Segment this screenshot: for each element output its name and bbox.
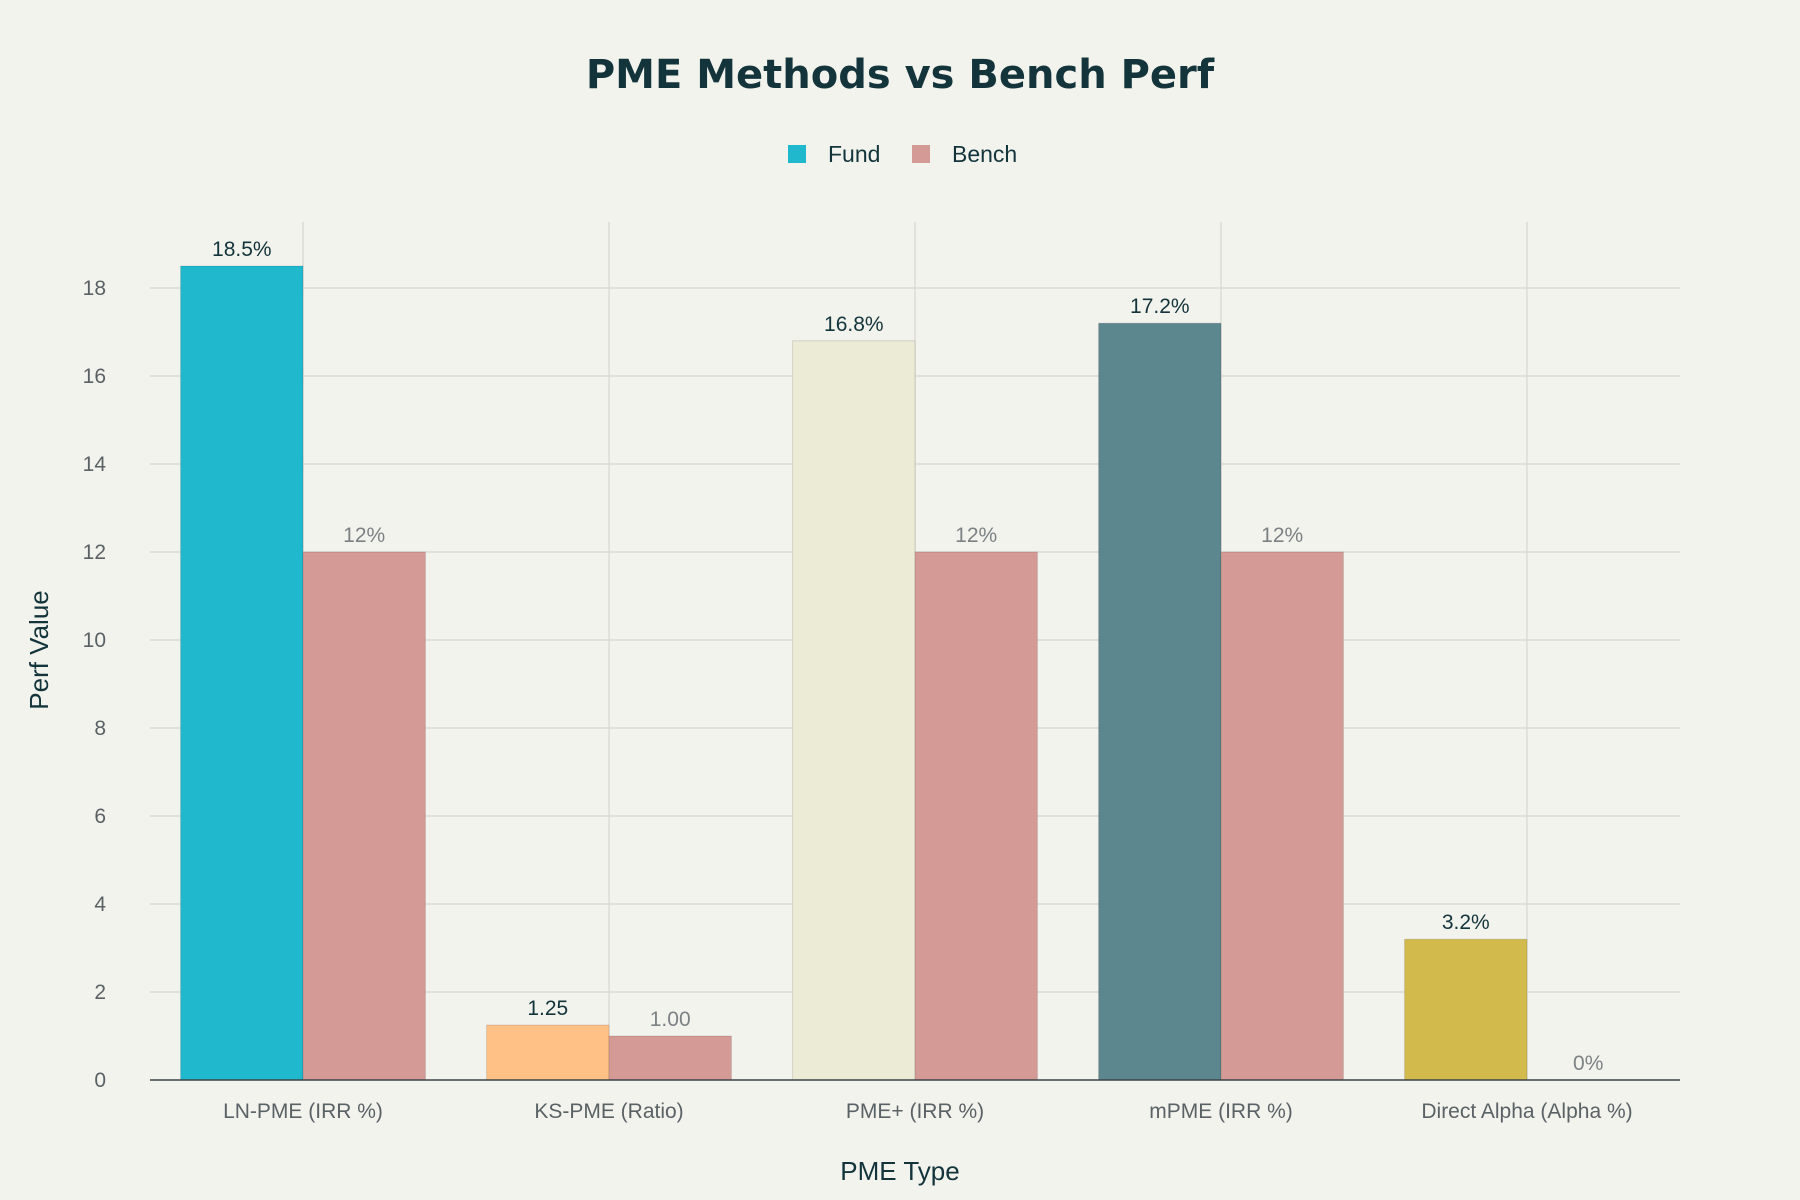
bars [180, 265, 1528, 1081]
bar-fund-3[interactable] [1098, 322, 1222, 1081]
y-tick-label: 2 [94, 981, 106, 1004]
x-tick-label: LN-PME (IRR %) [223, 1100, 383, 1123]
x-tick-label: PME+ (IRR %) [846, 1100, 984, 1123]
data-label: 3.2% [1442, 911, 1490, 934]
y-tick-label: 8 [94, 717, 106, 740]
y-tick-label: 12 [83, 541, 106, 564]
data-label: 12% [955, 524, 997, 547]
bar-fund-1[interactable] [486, 1024, 610, 1081]
bar-fund-2[interactable] [792, 340, 916, 1081]
legend-swatch-bench[interactable] [912, 145, 930, 163]
chart-title: PME Methods vs Bench Perf [586, 52, 1215, 98]
y-axis-title: Perf Value [24, 590, 54, 709]
legend-label-fund[interactable]: Fund [828, 141, 880, 167]
bar-fund-4[interactable] [1404, 938, 1528, 1081]
bar-bench-2[interactable] [914, 551, 1038, 1081]
data-label: 1.25 [527, 997, 568, 1020]
legend-swatch-fund[interactable] [788, 145, 806, 163]
data-label: 0% [1573, 1052, 1603, 1075]
y-tick-label: 18 [83, 277, 106, 300]
data-label: 17.2% [1130, 295, 1190, 318]
y-tick-label: 4 [94, 893, 106, 916]
x-axis-title: PME Type [840, 1156, 959, 1186]
x-tick-label: KS-PME (Ratio) [534, 1100, 683, 1123]
data-label: 12% [1261, 524, 1303, 547]
data-label: 12% [343, 524, 385, 547]
data-label: 18.5% [212, 238, 272, 261]
legend[interactable]: Fund Bench [788, 141, 1017, 167]
x-tick-label: mPME (IRR %) [1149, 1100, 1293, 1123]
y-tick-label: 14 [83, 453, 107, 476]
y-tick-label: 16 [83, 365, 106, 388]
y-tick-label: 0 [94, 1069, 106, 1092]
y-tick-label: 6 [94, 805, 106, 828]
y-tick-label: 10 [83, 629, 106, 652]
y-axis-ticks: 0 2 4 6 8 10 12 14 16 18 [83, 277, 107, 1092]
x-axis-ticks: LN-PME (IRR %) KS-PME (Ratio) PME+ (IRR %)… [223, 1100, 1633, 1123]
data-label: 1.00 [650, 1008, 691, 1031]
bar-fund-0[interactable] [180, 265, 304, 1081]
bar-bench-3[interactable] [1220, 551, 1344, 1081]
bar-bench-1[interactable] [608, 1035, 732, 1081]
bar-bench-0[interactable] [302, 551, 426, 1081]
legend-label-bench[interactable]: Bench [952, 141, 1017, 167]
data-labels: 18.5% 1.25 16.8% 17.2% 3.2% 12% 1.00 12% 12% 0% [212, 238, 1603, 1075]
data-label: 16.8% [824, 313, 884, 336]
x-tick-label: Direct Alpha (Alpha %) [1421, 1100, 1632, 1123]
